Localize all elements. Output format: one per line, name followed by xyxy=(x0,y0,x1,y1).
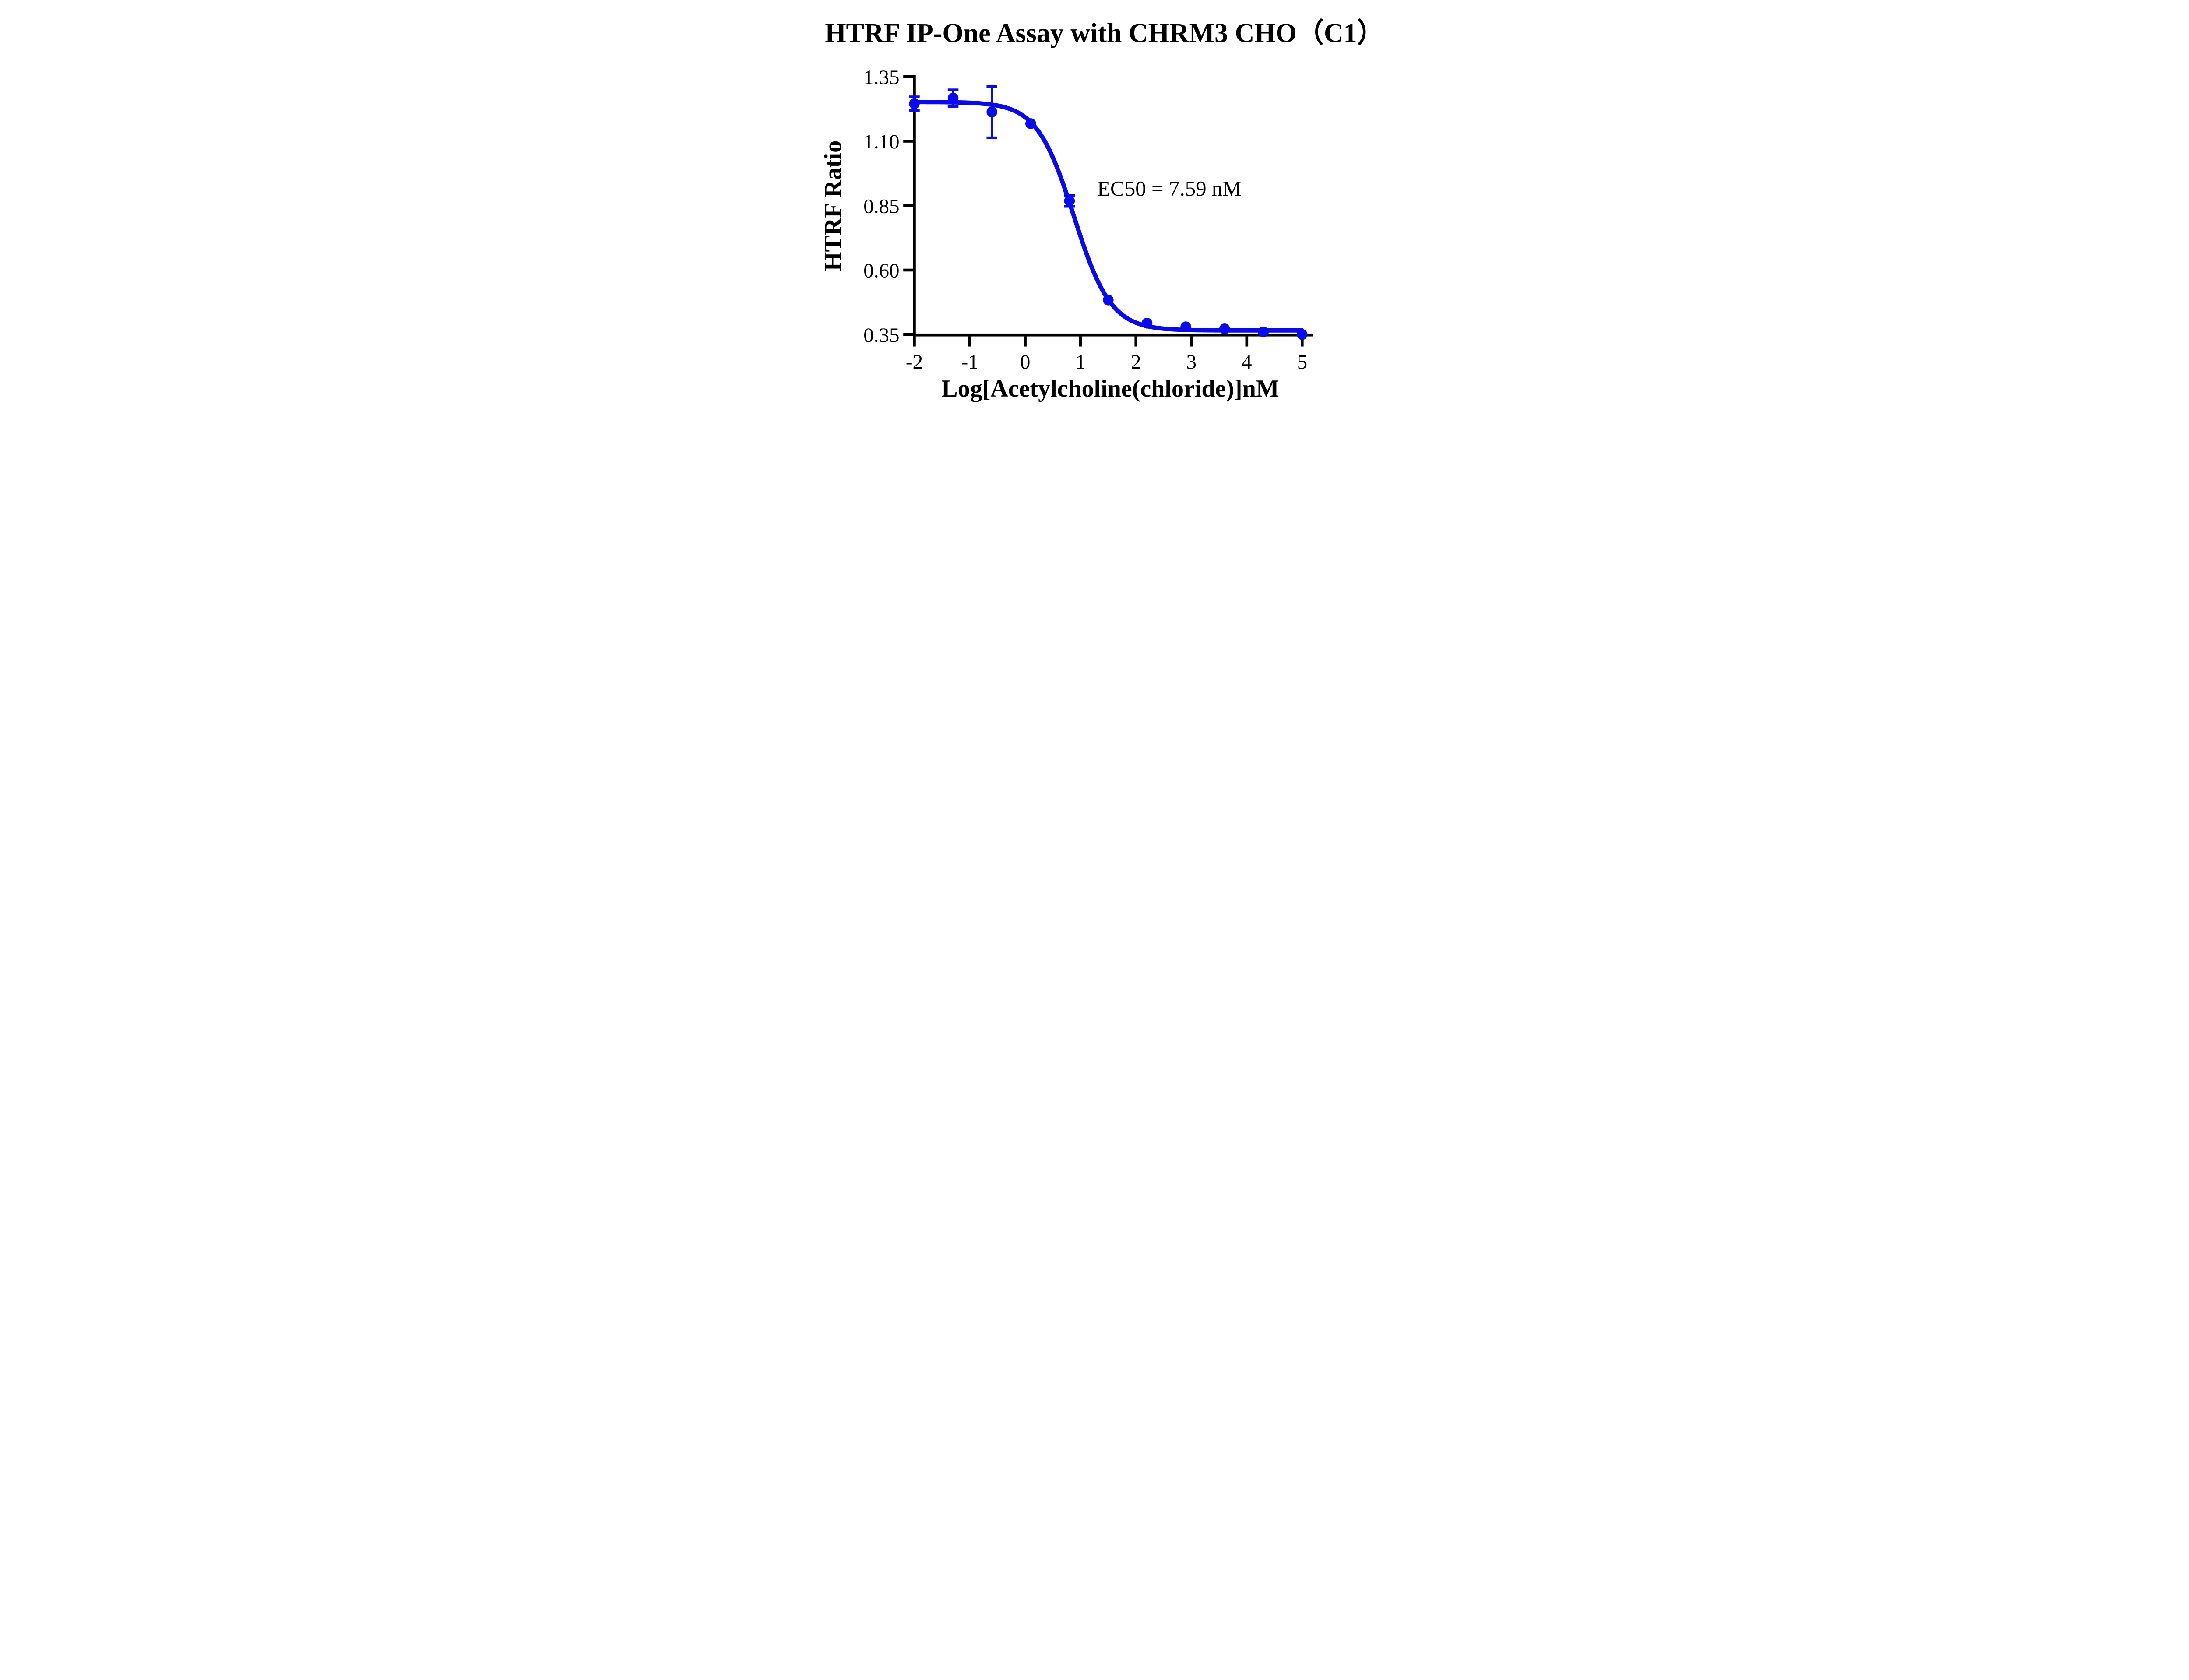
data-point-marker xyxy=(1025,118,1036,129)
x-tick-label: 1 xyxy=(1075,351,1086,373)
error-bar-cap xyxy=(947,88,959,91)
ec50-annotation: EC50 = 7.59 nM xyxy=(1097,176,1242,200)
x-tick-label: -2 xyxy=(906,351,923,373)
error-bar-cap xyxy=(909,109,920,112)
data-point-marker xyxy=(1180,321,1191,332)
data-points-layer xyxy=(909,92,1308,340)
error-bar-cap xyxy=(1064,194,1075,197)
dose-response-chart: HTRF IP-One Assay with CHRM3 CHO（C1） HTR… xyxy=(820,18,1383,402)
y-tick-label: 0.60 xyxy=(863,260,899,282)
y-tick-label: 0.35 xyxy=(863,324,899,347)
y-tick-label: 1.35 xyxy=(863,66,899,89)
x-tick-label: 2 xyxy=(1131,351,1141,373)
y-tick-label: 1.10 xyxy=(863,130,899,153)
error-bar-cap xyxy=(947,105,959,108)
chart-figure: HTRF IP-One Assay with CHRM3 CHO（C1） HTR… xyxy=(806,0,1383,420)
data-point-marker xyxy=(1297,329,1308,340)
axes-layer: 0.35 0.60 0.85 1.10 1.35 -2 -1 0 1 2 3 4 5 xyxy=(863,66,1313,373)
data-point-marker xyxy=(1141,318,1153,329)
data-point-marker xyxy=(909,98,920,109)
error-bar-cap xyxy=(986,136,997,139)
x-tick-label: 0 xyxy=(1020,351,1031,373)
x-axis-label: Log[Acetylcholine(chloride)]nM xyxy=(941,375,1279,402)
x-tick xyxy=(1134,336,1137,347)
y-tick xyxy=(903,75,913,78)
y-tick xyxy=(903,333,913,336)
x-tick xyxy=(1245,336,1249,347)
x-tick xyxy=(1190,336,1193,347)
x-tick-label: -1 xyxy=(961,351,978,373)
x-tick xyxy=(1301,336,1304,347)
x-tick xyxy=(1024,336,1027,347)
y-tick xyxy=(903,140,913,143)
x-tick-label: 4 xyxy=(1242,351,1252,373)
x-axis-line xyxy=(913,333,1313,337)
y-tick xyxy=(903,204,913,207)
x-tick-label: 3 xyxy=(1186,351,1197,373)
data-point-marker xyxy=(1219,323,1230,334)
data-point-marker xyxy=(1064,195,1075,207)
y-axis-line xyxy=(913,75,916,337)
chart-title: HTRF IP-One Assay with CHRM3 CHO（C1） xyxy=(825,18,1383,48)
error-bar-cap xyxy=(909,95,920,98)
x-tick xyxy=(968,336,971,347)
data-point-marker xyxy=(1258,327,1269,337)
y-tick-label: 0.85 xyxy=(863,195,899,218)
y-tick xyxy=(903,268,913,272)
data-point-marker xyxy=(947,92,959,104)
x-tick-label: 5 xyxy=(1297,351,1308,373)
data-point-marker xyxy=(1103,295,1114,306)
x-tick xyxy=(1079,336,1082,347)
error-bar-cap xyxy=(986,85,997,88)
x-tick xyxy=(913,336,916,347)
data-point-marker xyxy=(986,106,997,118)
error-bar-cap xyxy=(1064,205,1075,208)
y-axis-label: HTRF Ratio xyxy=(820,141,847,271)
